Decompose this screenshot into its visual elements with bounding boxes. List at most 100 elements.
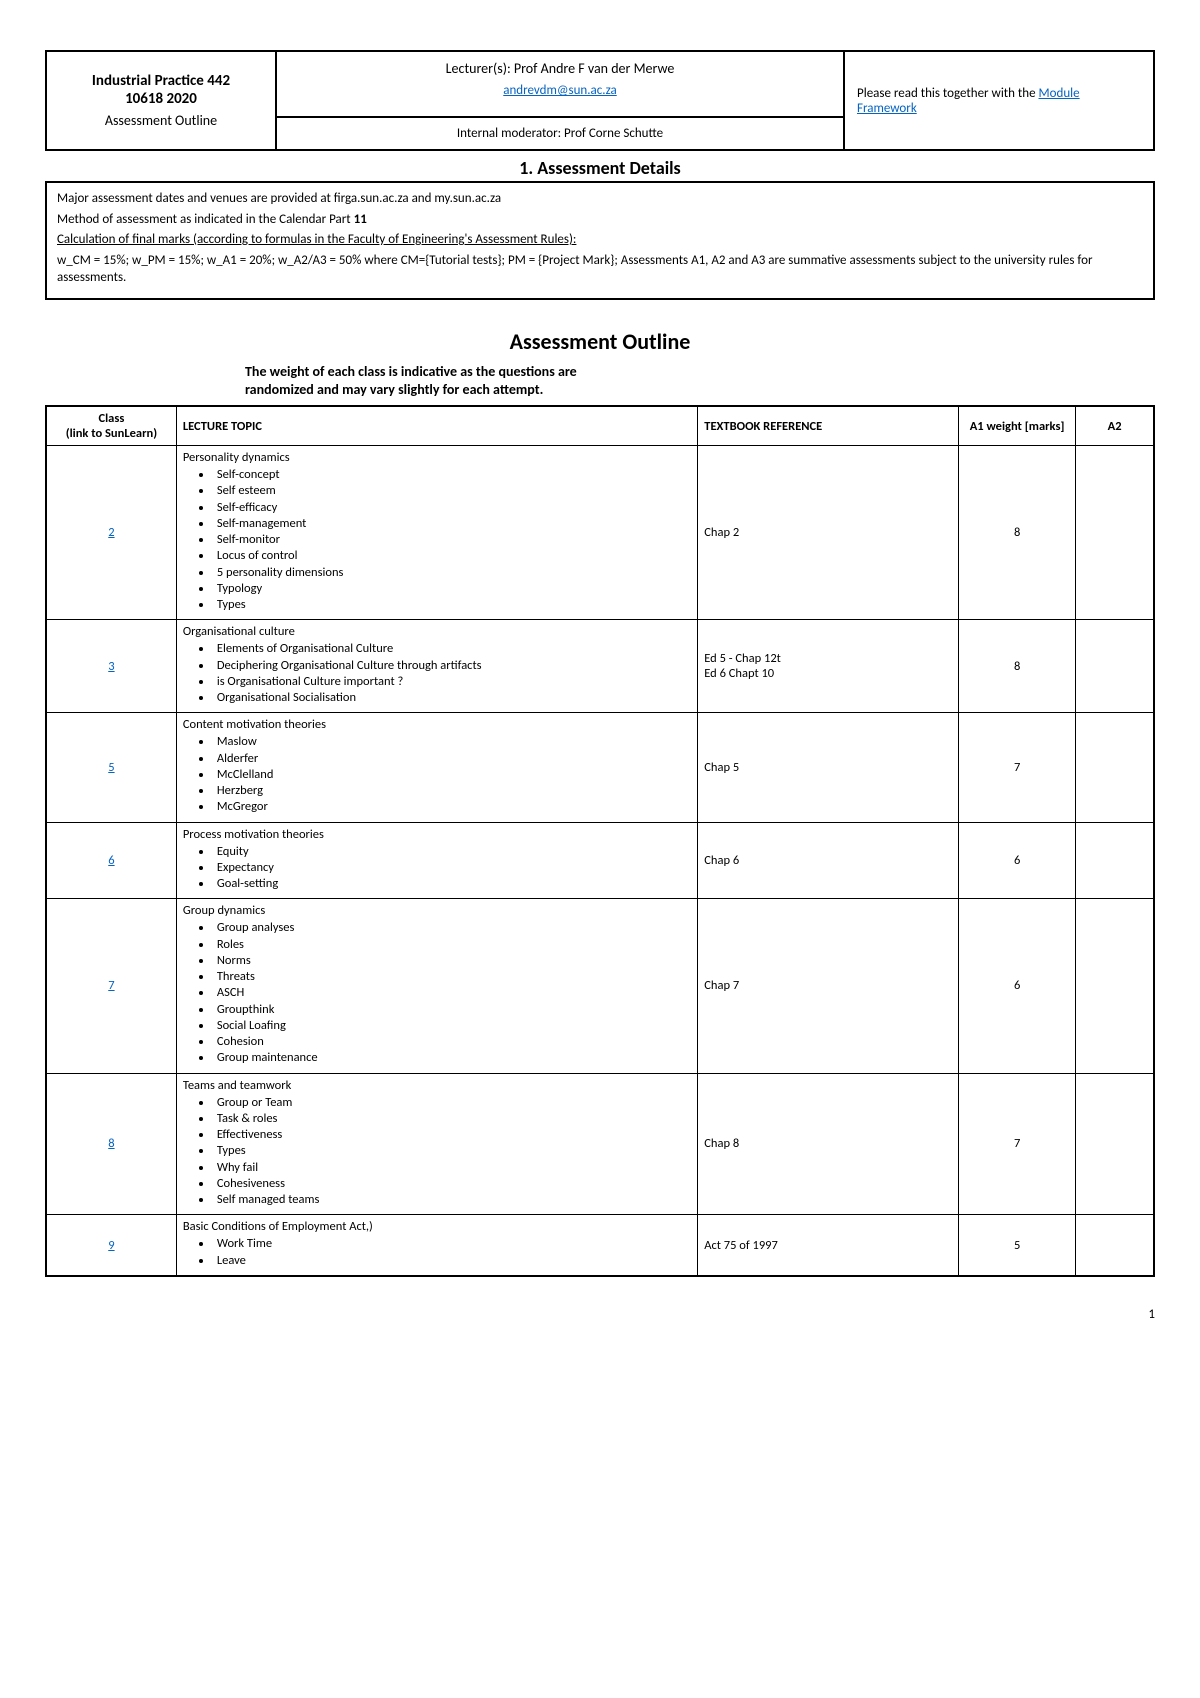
a1-cell: 8 — [958, 446, 1075, 620]
topic-cell: Organisational culture Elements of Organi… — [176, 620, 697, 713]
header-right-cell: Please read this together with the Modul… — [844, 51, 1154, 150]
a1-cell: 6 — [958, 822, 1075, 899]
ref-cell: Chap 6 — [698, 822, 959, 899]
bullet-item: is Organisational Culture important ? — [213, 674, 691, 690]
topic-bullets: Work TimeLeave — [213, 1236, 691, 1269]
a1-cell: 6 — [958, 899, 1075, 1073]
details-line1: Major assessment dates and venues are pr… — [57, 190, 1143, 208]
lecturer-email-link[interactable]: andrevdm@sun.ac.za — [503, 83, 616, 98]
bullet-item: Expectancy — [213, 860, 691, 876]
right-text: Please read this together with the — [857, 86, 1039, 101]
a2-cell — [1076, 899, 1154, 1073]
class-link[interactable]: 7 — [108, 978, 114, 993]
bullet-item: McGregor — [213, 799, 691, 815]
bullet-item: ASCH — [213, 985, 691, 1001]
class-link[interactable]: 9 — [108, 1238, 114, 1253]
bullet-item: Leave — [213, 1253, 691, 1269]
col-class: Class (link to SunLearn) — [46, 406, 176, 446]
col-topic: LECTURE TOPIC — [176, 406, 697, 446]
lecturer-label: Lecturer(s): Prof Andre F van der Merwe — [289, 60, 831, 77]
class-link[interactable]: 5 — [108, 760, 114, 775]
bullet-item: Group or Team — [213, 1095, 691, 1111]
table-row: 9 Basic Conditions of Employment Act,) Wor… — [46, 1215, 1154, 1276]
ref-cell: Ed 5 - Chap 12t Ed 6 Chapt 10 — [698, 620, 959, 713]
page-number: 1 — [45, 1307, 1155, 1322]
topic-title: Basic Conditions of Employment Act,) — [183, 1219, 691, 1234]
class-link[interactable]: 3 — [108, 659, 114, 674]
topic-title: Organisational culture — [183, 624, 691, 639]
topic-cell: Content motivation theories MaslowAlderfe… — [176, 713, 697, 822]
a1-cell: 7 — [958, 1073, 1075, 1215]
topic-cell: Teams and teamwork Group or TeamTask & ro… — [176, 1073, 697, 1215]
outline-title: Assessment Outline — [45, 328, 1155, 355]
topic-bullets: Self-conceptSelf esteemSelf-efficacySelf… — [213, 467, 691, 613]
a2-cell — [1076, 1073, 1154, 1215]
class-link[interactable]: 2 — [108, 525, 114, 540]
topic-cell: Process motivation theoriesEquityExpecta… — [176, 822, 697, 899]
bullet-item: Work Time — [213, 1236, 691, 1252]
moderator-label: Internal moderator: Prof Corne Schutte — [289, 126, 831, 141]
header-moderator-cell: Internal moderator: Prof Corne Schutte — [276, 117, 844, 150]
topic-title: Personality dynamics — [183, 450, 691, 465]
bullet-item: Types — [213, 597, 691, 613]
bullet-item: Locus of control — [213, 548, 691, 564]
bullet-item: Cohesion — [213, 1034, 691, 1050]
class-cell: 7 — [46, 899, 176, 1073]
class-link[interactable]: 8 — [108, 1136, 114, 1151]
bullet-item: Herzberg — [213, 783, 691, 799]
class-cell: 8 — [46, 1073, 176, 1215]
topic-title: Group dynamics — [183, 903, 691, 918]
topic-bullets: MaslowAlderferMcClellandHerzbergMcGregor — [213, 734, 691, 815]
a2-cell — [1076, 713, 1154, 822]
header-lecturer-cell: Lecturer(s): Prof Andre F van der Merwe … — [276, 51, 844, 117]
outline-header-row: Class (link to SunLearn) LECTURE TOPIC T… — [46, 406, 1154, 446]
ref-cell: Chap 7 — [698, 899, 959, 1073]
col-ref: TEXTBOOK REFERENCE — [698, 406, 959, 446]
col-a2: A2 — [1076, 406, 1154, 446]
bullet-item: Goal-setting — [213, 876, 691, 892]
course-code: 10618 2020 — [59, 90, 263, 108]
bullet-item: Elements of Organisational Culture — [213, 641, 691, 657]
class-cell: 5 — [46, 713, 176, 822]
doc-type: Assessment Outline — [59, 112, 263, 129]
details-line4: w_CM = 15%; w_PM = 15%; w_A1 = 20%; w_A2… — [57, 252, 1143, 287]
section-1-title: 1. Assessment Details — [45, 157, 1155, 179]
bullet-item: Threats — [213, 969, 691, 985]
bullet-item: Self-concept — [213, 467, 691, 483]
bullet-item: Self-efficacy — [213, 500, 691, 516]
topic-cell: Personality dynamics Self-conceptSelf est… — [176, 446, 697, 620]
topic-bullets: Group or TeamTask & rolesEffectivenessTy… — [213, 1095, 691, 1209]
ref-cell: Chap 8 — [698, 1073, 959, 1215]
topic-bullets: Elements of Organisational CultureDeciph… — [213, 641, 691, 706]
bullet-item: Roles — [213, 937, 691, 953]
bullet-item: Effectiveness — [213, 1127, 691, 1143]
bullet-item: Self-monitor — [213, 532, 691, 548]
header-table: Industrial Practice 442 10618 2020 Asses… — [45, 50, 1155, 151]
bullet-item: Social Loafing — [213, 1018, 691, 1034]
bullet-item: Task & roles — [213, 1111, 691, 1127]
bullet-item: Equity — [213, 844, 691, 860]
bullet-item: Typology — [213, 581, 691, 597]
topic-title: Teams and teamwork — [183, 1078, 691, 1093]
table-row: 2 Personality dynamics Self-conceptSelf es… — [46, 446, 1154, 620]
a1-cell: 8 — [958, 620, 1075, 713]
class-cell: 3 — [46, 620, 176, 713]
bullet-item: Why fail — [213, 1160, 691, 1176]
a2-cell — [1076, 620, 1154, 713]
header-course-cell: Industrial Practice 442 10618 2020 Asses… — [46, 51, 276, 150]
class-link[interactable]: 6 — [108, 853, 114, 868]
details-line3: Calculation of final marks (according to… — [57, 231, 1143, 249]
bullet-item: Group maintenance — [213, 1050, 691, 1066]
bullet-item: Self esteem — [213, 483, 691, 499]
col-a1: A1 weight [marks] — [958, 406, 1075, 446]
course-title: Industrial Practice 442 — [59, 72, 263, 90]
bullet-item: Self-management — [213, 516, 691, 532]
ref-cell: Chap 5 — [698, 713, 959, 822]
assessment-details-box: Major assessment dates and venues are pr… — [45, 181, 1155, 300]
topic-title: Content motivation theories — [183, 717, 691, 732]
bullet-item: Self managed teams — [213, 1192, 691, 1208]
table-row: 5 Content motivation theories MaslowAlderf… — [46, 713, 1154, 822]
details-line2: Method of assessment as indicated in the… — [57, 211, 1143, 229]
bullet-item: Alderfer — [213, 751, 691, 767]
table-row: 8 Teams and teamwork Group or TeamTask & r… — [46, 1073, 1154, 1215]
